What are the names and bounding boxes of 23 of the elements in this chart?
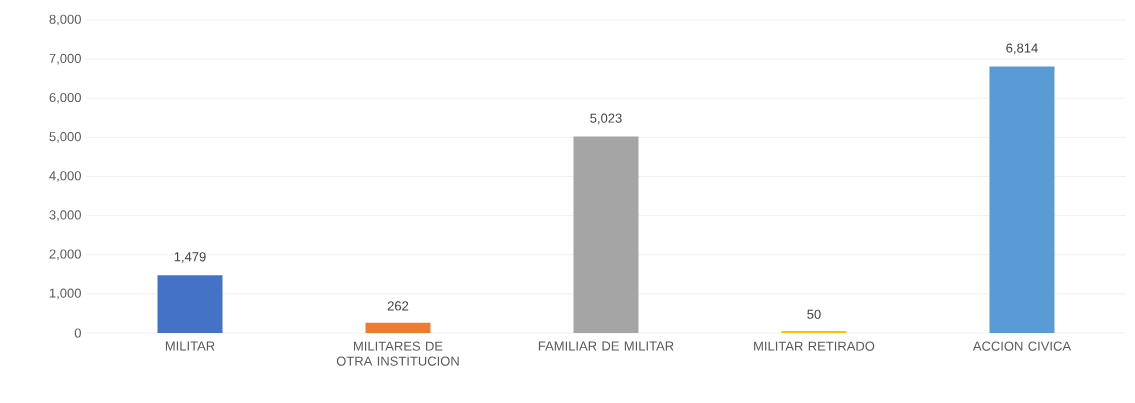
x-tick-label: MILITAR RETIRADO xyxy=(754,341,875,351)
bar xyxy=(989,66,1055,333)
x-tick-label: FAMILIAR DE MILITAR xyxy=(538,341,674,351)
data-label: 5,023 xyxy=(590,113,622,125)
y-tick-label: 4,000 xyxy=(49,171,81,182)
x-tick-label: ACCION CIVICA xyxy=(972,341,1072,351)
y-tick-label: 8,000 xyxy=(49,14,81,26)
y-tick-label: 5,000 xyxy=(49,132,81,143)
y-tick-label: 2,000 xyxy=(49,249,81,261)
bar xyxy=(157,275,223,333)
data-label: 1,479 xyxy=(174,252,206,263)
x-tick-label: MILITARES DE OTRA INSTITUCION xyxy=(336,341,459,366)
x-tick-label: MILITAR xyxy=(165,341,215,351)
data-label: 262 xyxy=(387,301,409,311)
y-tick-label: 0 xyxy=(74,328,81,338)
data-label: 6,814 xyxy=(1006,43,1038,55)
bar xyxy=(573,136,639,333)
y-tick-label: 7,000 xyxy=(49,53,81,65)
bar xyxy=(365,322,431,333)
y-tick-label: 1,000 xyxy=(49,288,81,300)
data-label: 50 xyxy=(807,309,821,319)
y-tick-label: 3,000 xyxy=(49,210,81,221)
y-tick-label: 6,000 xyxy=(49,92,81,104)
